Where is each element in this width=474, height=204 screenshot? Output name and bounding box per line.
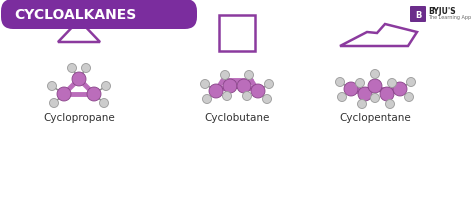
Circle shape	[87, 88, 101, 102]
Circle shape	[407, 78, 416, 87]
Circle shape	[223, 80, 237, 94]
Circle shape	[337, 93, 346, 102]
Circle shape	[263, 95, 272, 104]
Circle shape	[222, 92, 231, 101]
FancyBboxPatch shape	[1, 0, 197, 30]
Circle shape	[202, 95, 211, 104]
Circle shape	[356, 79, 365, 88]
FancyBboxPatch shape	[410, 7, 426, 23]
Circle shape	[47, 82, 56, 91]
Circle shape	[72, 73, 86, 86]
Circle shape	[393, 83, 407, 96]
Text: The Learning App: The Learning App	[428, 16, 471, 20]
Text: BYJU'S: BYJU'S	[428, 8, 456, 16]
Circle shape	[101, 82, 110, 91]
Text: B: B	[415, 10, 421, 19]
Circle shape	[251, 85, 265, 99]
Circle shape	[100, 99, 109, 108]
Text: Cyclopentane: Cyclopentane	[339, 112, 411, 122]
Circle shape	[344, 83, 358, 96]
Circle shape	[357, 100, 366, 109]
Circle shape	[380, 88, 394, 102]
Text: Cyclopropane: Cyclopropane	[43, 112, 115, 122]
Circle shape	[243, 92, 252, 101]
Circle shape	[237, 80, 251, 94]
Circle shape	[82, 64, 91, 73]
Circle shape	[336, 78, 345, 87]
Circle shape	[358, 88, 372, 102]
Circle shape	[201, 80, 210, 89]
Text: CYCLOALKANES: CYCLOALKANES	[14, 8, 136, 22]
Text: Cyclobutane: Cyclobutane	[204, 112, 270, 122]
Circle shape	[385, 100, 394, 109]
Circle shape	[209, 85, 223, 99]
Circle shape	[371, 94, 380, 103]
Circle shape	[57, 88, 71, 102]
Circle shape	[245, 71, 254, 80]
Circle shape	[67, 64, 76, 73]
Circle shape	[220, 71, 229, 80]
Circle shape	[388, 79, 396, 88]
Bar	[219, 16, 255, 52]
Circle shape	[371, 70, 380, 79]
Circle shape	[49, 99, 58, 108]
Circle shape	[368, 80, 382, 94]
Circle shape	[264, 80, 273, 89]
Circle shape	[404, 93, 413, 102]
